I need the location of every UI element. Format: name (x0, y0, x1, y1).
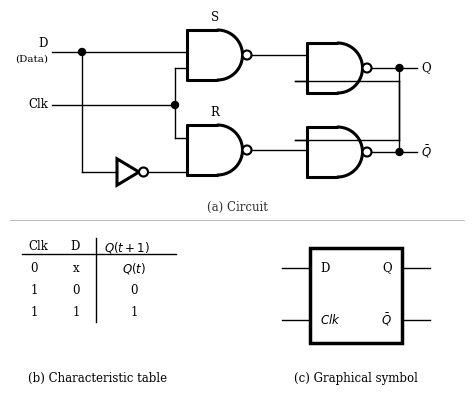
Text: D: D (38, 37, 48, 50)
Text: $\bar{Q}$: $\bar{Q}$ (381, 312, 392, 328)
Circle shape (172, 101, 179, 109)
Text: (Data): (Data) (15, 55, 48, 64)
Bar (310, 248, 402, 343)
Circle shape (243, 51, 252, 59)
Circle shape (396, 64, 403, 72)
Circle shape (363, 64, 372, 72)
Circle shape (139, 168, 148, 176)
Circle shape (363, 148, 372, 156)
Text: 1: 1 (30, 283, 38, 297)
Text: 0: 0 (30, 261, 38, 275)
Text: 1: 1 (73, 306, 80, 318)
Text: 0: 0 (130, 283, 138, 297)
Text: Clk: Clk (28, 240, 48, 253)
Text: (c) Graphical symbol: (c) Graphical symbol (294, 372, 418, 385)
Circle shape (396, 148, 403, 156)
Text: D: D (70, 240, 79, 253)
Text: Clk: Clk (28, 98, 48, 111)
Text: $Q(t)$: $Q(t)$ (122, 261, 146, 275)
Text: S: S (211, 11, 219, 24)
Text: 1: 1 (30, 306, 38, 318)
Text: (b) Characteristic table: (b) Characteristic table (28, 372, 168, 385)
Circle shape (79, 49, 85, 55)
Text: $\mathit{Clk}$: $\mathit{Clk}$ (320, 313, 341, 327)
Text: 1: 1 (130, 306, 137, 318)
Text: R: R (210, 106, 219, 119)
Text: Q: Q (421, 62, 431, 74)
Text: $Q(t+1)$: $Q(t+1)$ (104, 240, 150, 255)
Text: D: D (320, 261, 329, 275)
Text: $\bar{Q}$: $\bar{Q}$ (421, 144, 432, 160)
Text: x: x (73, 261, 79, 275)
Text: Q: Q (383, 261, 392, 275)
Text: 0: 0 (72, 283, 80, 297)
Circle shape (243, 146, 252, 154)
Text: (a) Circuit: (a) Circuit (207, 201, 267, 213)
